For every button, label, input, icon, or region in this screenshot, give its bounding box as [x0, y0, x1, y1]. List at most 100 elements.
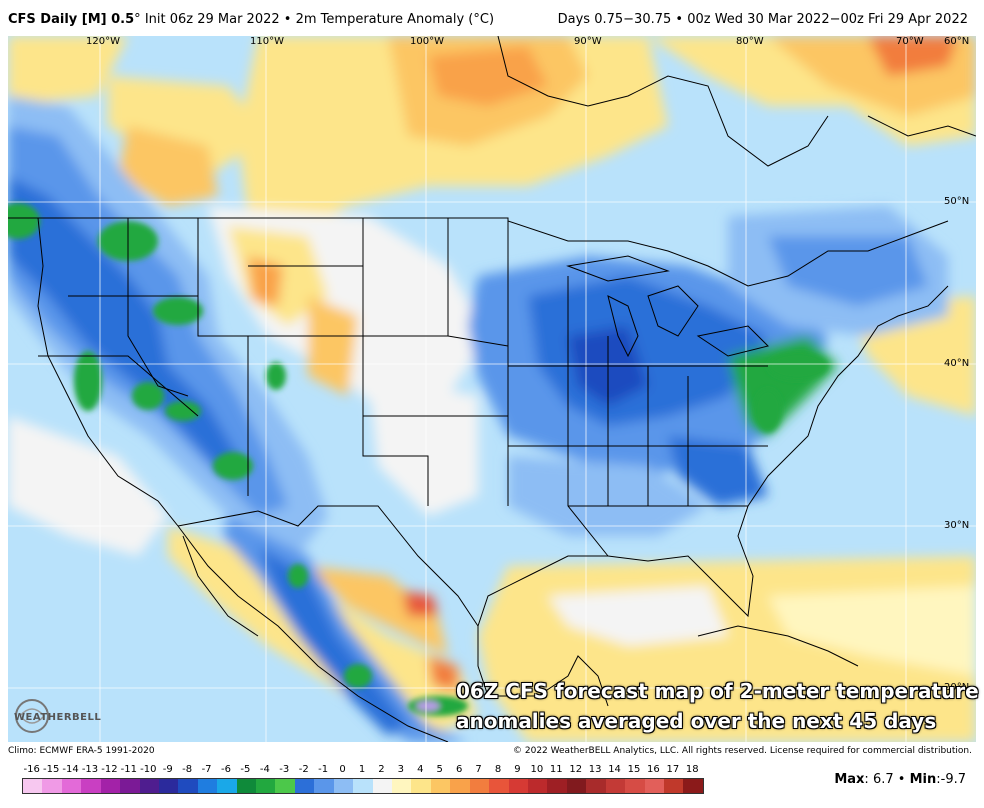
weatherbell-logo	[15, 699, 49, 733]
colorbar-tick-label: 7	[475, 764, 482, 775]
colorbar-tick-label: 17	[666, 764, 680, 775]
colorbar-swatch	[236, 779, 257, 793]
political-borders	[8, 36, 976, 742]
colorbar-tick-label: -4	[259, 764, 270, 775]
colorbar-swatch	[256, 779, 276, 793]
colorbar-ticks: -16 -15 -14 -13 -12 -11 -10 -9 -8 -7 -6 -5 -4 -3 -2 -1 0…	[22, 764, 702, 778]
colorbar-swatch	[547, 779, 567, 793]
lon-label-90w: 90°W	[574, 36, 602, 47]
colorbar-swatch	[42, 779, 62, 793]
colorbar-tick-label: 6	[455, 764, 463, 775]
colorbar-tick-label: 1	[358, 764, 366, 775]
colorbar-swatch	[605, 779, 626, 793]
max-value: 6.7	[872, 772, 894, 787]
caption-line-1: 06Z CFS forecast map of 2-meter temperat…	[456, 679, 979, 703]
max-min-readout: Max: 6.7 • Min:-9.7	[834, 772, 966, 787]
colorbar-tick-label: -8	[182, 764, 193, 775]
copyright-note: © 2022 WeatherBELL Analytics, LLC. All r…	[513, 746, 972, 756]
colorbar-tick-label: -12	[101, 764, 118, 775]
map-title: CFS Daily [M] 0.5° Init 06z 29 Mar 2022 …	[8, 12, 494, 27]
lat-label-30n: 30°N	[944, 520, 970, 531]
lon-label-80w: 80°W	[736, 36, 764, 47]
logo-text: WEATHERBELL	[14, 712, 102, 723]
colorbar-tick-label: -6	[221, 764, 231, 775]
degree-symbol: °	[134, 12, 141, 27]
colorbar-swatch	[197, 779, 218, 793]
colorbar-tick-label: 9	[514, 764, 521, 775]
colorbar-swatch	[489, 779, 509, 793]
colorbar-tick-label: -2	[298, 764, 309, 775]
colorbar-swatch	[61, 779, 82, 793]
colorbar-swatch	[625, 779, 645, 793]
colorbar-tick-label: 12	[569, 764, 583, 775]
lat-label-50n: 50°N	[944, 196, 970, 207]
colorbar-swatch	[508, 779, 528, 793]
colorbar-tick-label: 3	[397, 764, 405, 775]
colorbar-swatch	[81, 779, 101, 793]
colorbar-swatch	[411, 779, 431, 793]
colorbar-swatch	[314, 779, 334, 793]
colorbar-swatch	[353, 779, 373, 793]
max-label: Max	[834, 772, 865, 787]
min-value: -9.7	[940, 772, 966, 787]
field-name: 2m Temperature Anomaly (°C)	[295, 12, 495, 27]
temperature-anomaly-map	[8, 36, 976, 742]
colorbar-swatch	[527, 779, 548, 793]
colorbar-tick-label: -7	[201, 764, 212, 775]
colorbar-swatch	[23, 779, 43, 793]
colorbar-swatch	[275, 779, 295, 793]
colorbar-swatch	[120, 779, 140, 793]
colorbar	[22, 778, 704, 794]
colorbar-tick-label: -9	[162, 764, 173, 775]
colorbar-tick-label: -5	[240, 764, 251, 775]
colorbar-swatch	[217, 779, 237, 793]
colorbar-swatch	[663, 779, 684, 793]
colorbar-tick-label: -1	[318, 764, 329, 775]
map-canvas	[8, 36, 976, 742]
caption-line-2: anomalies averaged over the next 45 days	[456, 709, 937, 733]
colorbar-swatch	[683, 779, 703, 793]
caption-overlay: 06Z CFS forecast map of 2-meter temperat…	[456, 676, 979, 736]
valid-period: Days 0.75−30.75 • 00z Wed 30 Mar 2022−00…	[557, 12, 968, 27]
colorbar-swatch	[139, 779, 159, 793]
colorbar-tick-label: 0	[339, 764, 346, 775]
colorbar-swatch	[566, 779, 587, 793]
colorbar-swatch	[294, 779, 315, 793]
lon-label-120w: 120°W	[86, 36, 120, 47]
colorbar-tick-label: -3	[279, 764, 290, 775]
colorbar-swatch	[469, 779, 490, 793]
colorbar-swatch	[333, 779, 354, 793]
colorbar-tick-label: 15	[627, 764, 641, 775]
colorbar-tick-label: -15	[42, 764, 60, 775]
colorbar-tick-label: 14	[608, 764, 621, 775]
colorbar-tick-label: 18	[685, 764, 699, 775]
colorbar-tick-label: 13	[588, 764, 602, 775]
colorbar-swatch	[644, 779, 664, 793]
lon-label-70w: 70°W	[896, 36, 924, 47]
colorbar-tick-label: 16	[647, 764, 660, 775]
lon-label-100w: 100°W	[410, 36, 444, 47]
init-time: Init 06z 29 Mar 2022	[144, 12, 280, 27]
colorbar-tick-label: -14	[62, 764, 79, 775]
colorbar-tick-label: -11	[120, 764, 138, 775]
climo-note: Climo: ECMWF ERA-5 1991-2020	[8, 746, 155, 756]
colorbar-swatch	[586, 779, 606, 793]
colorbar-swatch	[450, 779, 470, 793]
colorbar-tick-label: 11	[549, 764, 563, 775]
colorbar-tick-label: 8	[494, 764, 502, 775]
colorbar-tick-label: 10	[530, 764, 544, 775]
colorbar-swatch	[430, 779, 451, 793]
colorbar-swatch	[178, 779, 198, 793]
lat-label-60n: 60°N	[944, 36, 970, 47]
colorbar-tick-label: 4	[417, 764, 424, 775]
colorbar-tick-label: 2	[378, 764, 385, 775]
colorbar-tick-label: -10	[140, 764, 157, 775]
colorbar-swatch	[158, 779, 179, 793]
colorbar-swatch	[372, 779, 393, 793]
lat-label-20n: 20°N	[944, 682, 970, 693]
colorbar-tick-label: 5	[436, 764, 443, 775]
colorbar-tick-label: -16	[23, 764, 40, 775]
lon-label-110w: 110°W	[250, 36, 284, 47]
map-header: CFS Daily [M] 0.5° Init 06z 29 Mar 2022 …	[0, 0, 984, 36]
bullet-separator: •	[283, 12, 292, 27]
